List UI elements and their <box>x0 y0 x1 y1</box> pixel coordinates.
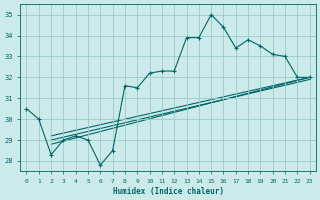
X-axis label: Humidex (Indice chaleur): Humidex (Indice chaleur) <box>113 187 224 196</box>
